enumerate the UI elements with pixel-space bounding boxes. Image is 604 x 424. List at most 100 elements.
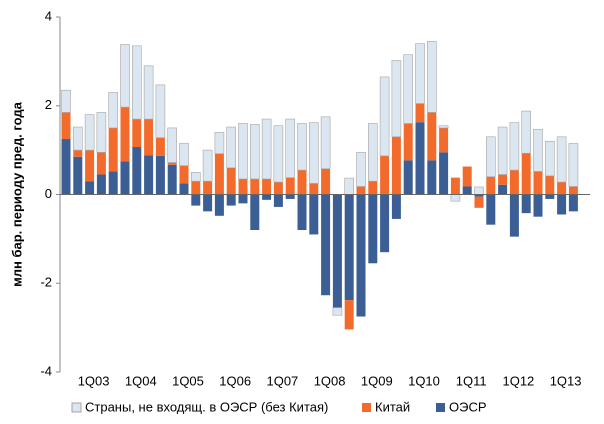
- bar-segment: [568, 143, 579, 187]
- bar-segment: [356, 152, 366, 187]
- bar-segment: [403, 123, 413, 161]
- x-tick-label: 1Q11: [456, 373, 487, 388]
- bar-segment: [85, 150, 95, 182]
- bar-segment: [545, 175, 555, 195]
- bar-segment: [238, 123, 248, 180]
- bar-segment: [202, 149, 213, 182]
- bar-segment: [332, 194, 342, 308]
- bar-segment: [167, 162, 177, 165]
- bar-segment: [132, 147, 142, 195]
- bar-segment: [120, 44, 130, 108]
- legend-label: Китай: [375, 399, 410, 414]
- bar-segment: [509, 170, 519, 195]
- bar-segment: [144, 119, 154, 156]
- y-tick-label: -4: [40, 363, 52, 378]
- bar-segment: [450, 194, 461, 202]
- bar-segment: [509, 194, 519, 237]
- bar-segment: [73, 126, 83, 151]
- bar-segment: [61, 89, 71, 113]
- x-tick-label: 1Q03: [78, 373, 110, 388]
- bar-segment: [332, 307, 343, 316]
- bar-segment: [533, 128, 543, 172]
- legend-swatch: [362, 403, 371, 412]
- bar-segment: [273, 125, 284, 183]
- bar-segment: [509, 122, 520, 171]
- bar-segment: [309, 183, 319, 195]
- bar-segment: [226, 194, 236, 206]
- bar-segment: [557, 182, 567, 195]
- bar-segment: [439, 152, 449, 195]
- bar-segment: [120, 161, 130, 195]
- bar-segment: [297, 170, 307, 195]
- bar-segment: [179, 183, 189, 195]
- bar-segment: [380, 155, 390, 195]
- bar-segment: [308, 122, 319, 184]
- legend-label: Страны, не входящ. в ОЭСР (без Китая): [85, 399, 328, 414]
- bar-segment: [273, 182, 283, 195]
- y-tick-label: -2: [40, 275, 52, 290]
- bar-segment: [214, 132, 225, 154]
- bar-segment: [203, 181, 213, 195]
- bar-segment: [108, 171, 118, 195]
- bar-segment: [368, 181, 378, 195]
- bar-segment: [84, 114, 95, 151]
- bar-segment: [238, 178, 248, 195]
- bar-segment: [262, 194, 272, 200]
- bar-segment: [568, 186, 578, 195]
- bar-segment: [73, 150, 83, 157]
- x-tick-label: 1Q08: [314, 373, 346, 388]
- bar-segment: [108, 127, 118, 172]
- bar-segment: [203, 194, 213, 212]
- bar-segment: [320, 116, 331, 170]
- y-axis-label: млн бар. периоду пред. года: [9, 101, 24, 287]
- bar-segment: [368, 194, 378, 264]
- bar-segment: [474, 196, 484, 208]
- y-tick-label: 2: [45, 97, 52, 112]
- bar-segment: [391, 60, 402, 138]
- bar-segment: [427, 160, 437, 195]
- bar-segment: [521, 110, 532, 154]
- bar-segment: [179, 143, 189, 166]
- legend-swatch: [71, 402, 82, 413]
- bar-segment: [356, 186, 366, 195]
- bar-segment: [155, 137, 165, 156]
- bar-segment: [297, 194, 307, 230]
- bar-segment: [155, 155, 165, 195]
- legend-swatch: [436, 403, 445, 412]
- bar-segment: [285, 177, 295, 195]
- bar-segment: [497, 126, 508, 175]
- bar-segment: [403, 54, 414, 124]
- bar-segment: [568, 194, 578, 212]
- bar-segment: [61, 139, 71, 195]
- bar-segment: [367, 123, 378, 182]
- x-tick-label: 1Q13: [550, 373, 582, 388]
- bar-segment: [403, 160, 413, 195]
- bar-segment: [96, 152, 106, 175]
- bar-segment: [132, 119, 142, 148]
- bar-segment: [238, 194, 248, 204]
- bar-segment: [120, 107, 130, 162]
- bar-segment: [226, 126, 236, 169]
- bar-segment: [556, 136, 567, 183]
- bar-segment: [415, 122, 425, 195]
- bar-segment: [521, 194, 531, 214]
- bar-segment: [250, 194, 260, 230]
- bar-segment: [426, 41, 437, 113]
- x-tick-label: 1Q06: [219, 373, 251, 388]
- bar-segment: [144, 155, 154, 195]
- bar-segment: [462, 166, 472, 187]
- bar-segment: [285, 194, 295, 199]
- bar-segment: [521, 153, 531, 195]
- bar-segment: [273, 194, 283, 207]
- legend-label: ОЭСР: [449, 399, 487, 414]
- bar-segment: [415, 103, 425, 123]
- bar-segment: [498, 174, 508, 185]
- bar-segment: [462, 186, 472, 195]
- bar-segment: [191, 172, 201, 182]
- y-tick-label: 0: [45, 186, 52, 201]
- y-tick-label: 4: [45, 8, 52, 23]
- bar-segment: [226, 167, 236, 195]
- bar-segment: [167, 127, 177, 163]
- bar-segment: [450, 177, 460, 195]
